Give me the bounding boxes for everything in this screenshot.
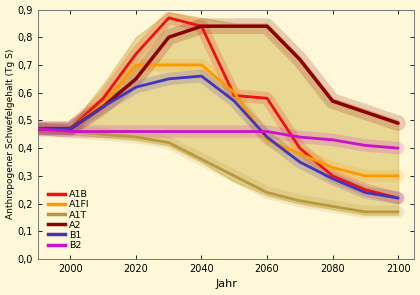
Legend: A1B, A1FI, A1T, A2, B1, B2: A1B, A1FI, A1T, A2, B1, B2 [46, 189, 92, 252]
Y-axis label: Anthropogener Schwefelgehalt (Tg S): Anthropogener Schwefelgehalt (Tg S) [5, 49, 15, 219]
X-axis label: Jahr: Jahr [215, 279, 237, 289]
